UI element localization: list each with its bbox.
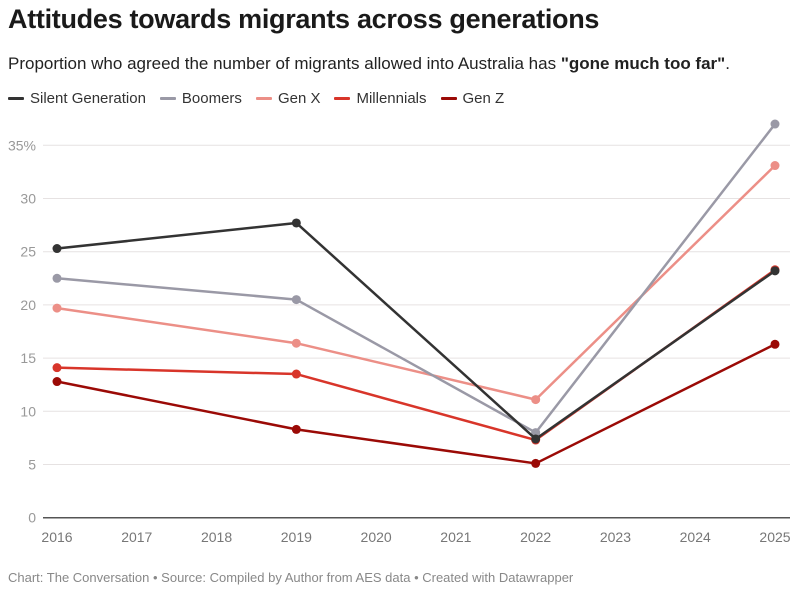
y-tick-label: 0 xyxy=(28,510,36,526)
data-point xyxy=(291,295,301,305)
legend-item: Gen X xyxy=(255,90,321,107)
y-tick-label: 20 xyxy=(20,297,36,313)
x-tick-label: 2017 xyxy=(121,529,152,545)
data-point xyxy=(770,119,780,129)
data-point xyxy=(291,424,301,434)
y-tick-label: 10 xyxy=(20,403,36,419)
y-tick-label: 15 xyxy=(20,350,36,366)
data-point xyxy=(531,428,541,438)
series-line-millennials xyxy=(56,268,776,442)
chart-subtitle: Proportion who agreed the number of migr… xyxy=(8,54,730,74)
series-line-boomers xyxy=(56,123,776,434)
chart-footer: Chart: The Conversation • Source: Compil… xyxy=(8,570,574,585)
x-tick-label: 2021 xyxy=(440,529,471,545)
legend-swatch xyxy=(255,97,272,100)
x-tick-label: 2023 xyxy=(600,529,631,545)
x-tick-label: 2018 xyxy=(201,529,232,545)
data-point xyxy=(291,218,301,228)
y-tick-label: 35% xyxy=(8,137,36,153)
data-point xyxy=(291,369,301,379)
subtitle-text: Proportion who agreed the number of migr… xyxy=(8,54,561,73)
legend-item: Gen Z xyxy=(440,90,505,107)
y-tick-label: 5 xyxy=(28,457,36,473)
legend-label: Gen Z xyxy=(462,90,505,107)
legend-swatch xyxy=(334,97,351,100)
subtitle-end: . xyxy=(725,54,730,73)
data-point xyxy=(531,458,541,468)
legend-swatch xyxy=(8,97,24,100)
legend-swatch xyxy=(159,97,176,100)
data-point xyxy=(52,303,62,313)
data-point xyxy=(52,363,62,373)
x-tick-label: 2016 xyxy=(41,529,72,545)
data-point xyxy=(52,273,62,283)
data-point xyxy=(770,266,780,276)
legend: Silent Generation Boomers Gen X Millennials… xyxy=(8,90,504,107)
x-tick-label: 2022 xyxy=(520,529,551,545)
legend-label: Boomers xyxy=(181,90,242,107)
data-point xyxy=(291,338,301,348)
series-line-gen-z xyxy=(56,343,776,465)
data-point xyxy=(531,395,541,405)
chart-title: Attitudes towards migrants across genera… xyxy=(8,4,600,34)
legend-label: Gen X xyxy=(277,90,321,107)
series-line-silent-generation xyxy=(56,221,776,441)
legend-swatch xyxy=(440,97,457,100)
subtitle-emphasis: "gone much too far" xyxy=(560,54,726,73)
x-tick-label: 2025 xyxy=(759,529,790,545)
data-point xyxy=(52,377,62,387)
data-point xyxy=(770,161,780,171)
legend-label: Millennials xyxy=(356,90,427,107)
y-tick-label: 25 xyxy=(20,244,36,260)
legend-item: Silent Generation xyxy=(8,90,146,107)
x-tick-label: 2019 xyxy=(281,529,312,545)
legend-item: Boomers xyxy=(159,90,242,107)
series-line-gen-x xyxy=(56,164,776,401)
y-tick-label: 30 xyxy=(20,191,36,207)
data-point xyxy=(531,434,541,444)
x-tick-label: 2024 xyxy=(680,529,711,545)
x-tick-label: 2020 xyxy=(361,529,392,545)
data-point xyxy=(52,244,62,254)
legend-item: Millennials xyxy=(334,90,427,107)
legend-label: Silent Generation xyxy=(30,90,146,107)
data-point xyxy=(770,339,780,349)
